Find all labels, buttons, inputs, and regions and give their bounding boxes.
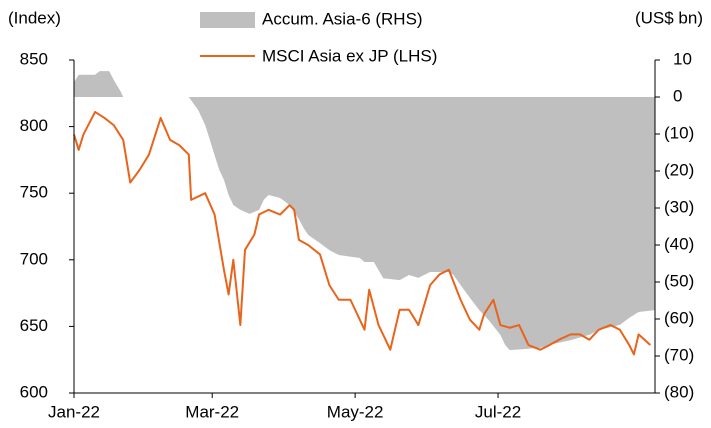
area xyxy=(74,71,655,351)
y-tick-label: 700 xyxy=(20,249,48,268)
y-tick-label: 850 xyxy=(20,49,48,68)
y2-tick-label: (50) xyxy=(664,271,694,290)
x-tick-label: May-22 xyxy=(327,402,384,421)
x-tick-label: Mar-22 xyxy=(185,402,239,421)
y-tick-label: 600 xyxy=(20,382,48,401)
line xyxy=(73,110,651,356)
y-axis-label: (Index) xyxy=(8,8,61,27)
y2-tick-label: (10) xyxy=(664,123,694,142)
x-tick-label: Jan-22 xyxy=(48,402,100,421)
y2-tick-label: 0 xyxy=(673,86,682,105)
y2-axis-label: (US$ bn) xyxy=(635,8,703,27)
y2-tick-label: (40) xyxy=(664,234,694,253)
y2-tick-label: (20) xyxy=(664,160,694,179)
y-tick-label: 750 xyxy=(20,183,48,202)
y2-tick-label: (80) xyxy=(664,382,694,401)
legend-label: MSCI Asia ex JP (LHS) xyxy=(262,46,437,65)
x-tick-label: Jul-22 xyxy=(475,402,521,421)
y2-tick-label: (60) xyxy=(664,308,694,327)
legend-swatch-area xyxy=(200,12,255,28)
y2-tick-label: (30) xyxy=(664,197,694,216)
legend-label: Accum. Asia-6 (RHS) xyxy=(262,9,423,28)
y-tick-label: 800 xyxy=(20,116,48,135)
y-tick-label: 650 xyxy=(20,316,48,335)
y2-tick-label: (70) xyxy=(664,345,694,364)
y2-tick-label: 10 xyxy=(673,49,692,68)
